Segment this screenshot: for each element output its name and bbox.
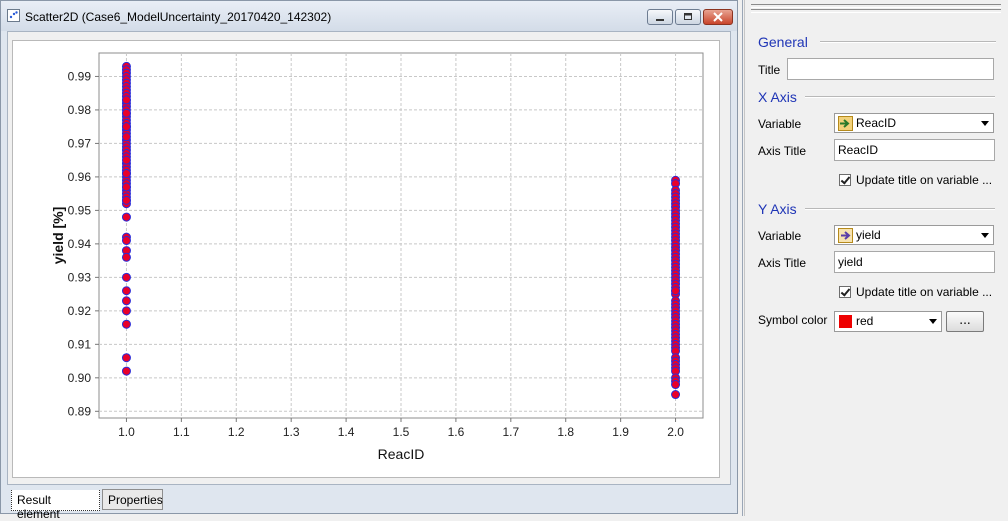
scatter-point bbox=[121, 169, 131, 179]
scatter2d-window: Scatter2D (Case6_ModelUncertainty_201704… bbox=[0, 0, 738, 521]
x-tick-label: 1.7 bbox=[502, 425, 519, 439]
y-update-title-label: Update title on variable ... bbox=[856, 285, 993, 299]
x-tick-label: 1.1 bbox=[173, 425, 190, 439]
x-tick-label: 2.0 bbox=[667, 425, 684, 439]
scatter-point bbox=[121, 353, 131, 363]
window-title: Scatter2D (Case6_ModelUncertainty_201704… bbox=[25, 10, 332, 24]
x-tick-label: 1.9 bbox=[612, 425, 629, 439]
x-tick-label: 1.3 bbox=[283, 425, 300, 439]
maximize-icon bbox=[684, 13, 692, 20]
x-variable-select[interactable]: ReacID bbox=[834, 113, 994, 133]
x-variable-label: Variable bbox=[758, 117, 802, 131]
y-axis-title-input[interactable]: yield bbox=[834, 251, 995, 273]
x-axis-title-input[interactable]: ReacID bbox=[834, 139, 995, 161]
y-tick-label: 0.99 bbox=[68, 69, 92, 83]
y-axis-title: yield [%] bbox=[50, 207, 66, 265]
scatter-point bbox=[121, 272, 131, 282]
x-tick-label: 1.2 bbox=[228, 425, 245, 439]
color-swatch bbox=[839, 315, 852, 328]
y-tick-label: 0.96 bbox=[68, 170, 92, 184]
minimize-button[interactable] bbox=[647, 9, 673, 25]
y-tick-label: 0.98 bbox=[68, 103, 92, 117]
chart-panel: 1.0 1.1 1.2 1.3 1.4 1.5 1.6 1.7 1.8 1.9 2.0 0.89 0.9… bbox=[12, 40, 720, 478]
color-chooser-button[interactable]: ... bbox=[946, 311, 984, 332]
x-axis-title: ReacID bbox=[378, 446, 425, 462]
x-tick-label: 1.0 bbox=[118, 425, 135, 439]
x-update-title-checkbox[interactable] bbox=[839, 174, 851, 186]
x-axis-title-label: Axis Title bbox=[758, 144, 807, 158]
scatter-point bbox=[121, 195, 131, 205]
y-update-title-checkbox[interactable] bbox=[839, 286, 851, 298]
chevron-down-icon bbox=[981, 121, 989, 126]
scatter-point bbox=[121, 306, 131, 316]
x-variable-value: ReacID bbox=[856, 116, 897, 130]
y-tick-label: 0.92 bbox=[68, 304, 92, 318]
tab-result-element[interactable]: Result element bbox=[11, 490, 100, 521]
tab-properties[interactable]: Properties bbox=[102, 489, 163, 510]
y-tick-label: 0.95 bbox=[68, 203, 92, 217]
splitter[interactable] bbox=[739, 0, 743, 516]
scatter-point bbox=[121, 155, 131, 165]
scatter-chart-icon bbox=[7, 9, 20, 22]
scatter-point bbox=[121, 236, 131, 246]
symbol-color-select[interactable]: red bbox=[834, 311, 942, 332]
x-axis-heading: X Axis bbox=[758, 89, 797, 105]
close-button[interactable] bbox=[703, 9, 733, 25]
scatter-point bbox=[121, 286, 131, 296]
scatter-point bbox=[121, 252, 131, 262]
y-variable-value: yield bbox=[856, 228, 881, 242]
scatter-chart: 1.0 1.1 1.2 1.3 1.4 1.5 1.6 1.7 1.8 1.9 2.0 0.89 0.9… bbox=[50, 52, 704, 462]
window-content: 1.0 1.1 1.2 1.3 1.4 1.5 1.6 1.7 1.8 1.9 2.0 0.89 0.9… bbox=[7, 31, 731, 485]
scatter-point bbox=[121, 108, 131, 118]
input-variable-icon bbox=[838, 116, 853, 131]
x-tick-label: 1.4 bbox=[338, 425, 355, 439]
scatter-point bbox=[671, 390, 681, 400]
scatter-point bbox=[121, 212, 131, 222]
y-tick-label: 0.94 bbox=[68, 237, 92, 251]
output-variable-icon bbox=[838, 228, 853, 243]
general-heading: General bbox=[758, 34, 808, 50]
y-tick-label: 0.97 bbox=[68, 136, 92, 150]
x-tick-label: 1.6 bbox=[448, 425, 465, 439]
scatter-point bbox=[121, 296, 131, 306]
minimize-icon bbox=[656, 19, 664, 21]
x-tick-label: 1.8 bbox=[557, 425, 574, 439]
scatter-point bbox=[121, 95, 131, 105]
x-tick-label: 1.5 bbox=[393, 425, 410, 439]
scatter-point bbox=[121, 132, 131, 142]
scatter-point bbox=[671, 286, 681, 296]
y-tick-label: 0.90 bbox=[68, 371, 92, 385]
scatter-point bbox=[671, 380, 681, 390]
scatter-point bbox=[121, 182, 131, 192]
symbol-color-label: Symbol color bbox=[758, 313, 828, 327]
window-titlebar[interactable]: Scatter2D (Case6_ModelUncertainty_201704… bbox=[1, 1, 737, 31]
y-tick-label: 0.91 bbox=[68, 337, 92, 351]
y-axis-heading: Y Axis bbox=[758, 201, 797, 217]
general-divider bbox=[820, 41, 996, 43]
title-input[interactable] bbox=[787, 58, 994, 80]
scatter-point bbox=[121, 319, 131, 329]
y-variable-label: Variable bbox=[758, 229, 802, 243]
maximize-button[interactable] bbox=[675, 9, 701, 25]
properties-panel: General Title X Axis Variable ReacID Axi… bbox=[744, 0, 1008, 516]
y-tick-label: 0.93 bbox=[68, 270, 92, 284]
scatter-point bbox=[121, 122, 131, 132]
y-axis-divider bbox=[805, 208, 995, 210]
scatter-point bbox=[121, 366, 131, 376]
title-label: Title bbox=[758, 63, 781, 77]
panel-grip[interactable] bbox=[751, 4, 1001, 14]
y-axis-title-label: Axis Title bbox=[758, 256, 807, 270]
x-axis-divider bbox=[805, 96, 995, 98]
y-variable-select[interactable]: yield bbox=[834, 225, 994, 245]
close-icon bbox=[713, 12, 723, 22]
x-update-title-label: Update title on variable ... bbox=[856, 173, 993, 187]
y-tick-label: 0.89 bbox=[68, 404, 92, 418]
chevron-down-icon bbox=[929, 319, 937, 324]
symbol-color-value: red bbox=[856, 314, 874, 328]
chevron-down-icon bbox=[981, 233, 989, 238]
